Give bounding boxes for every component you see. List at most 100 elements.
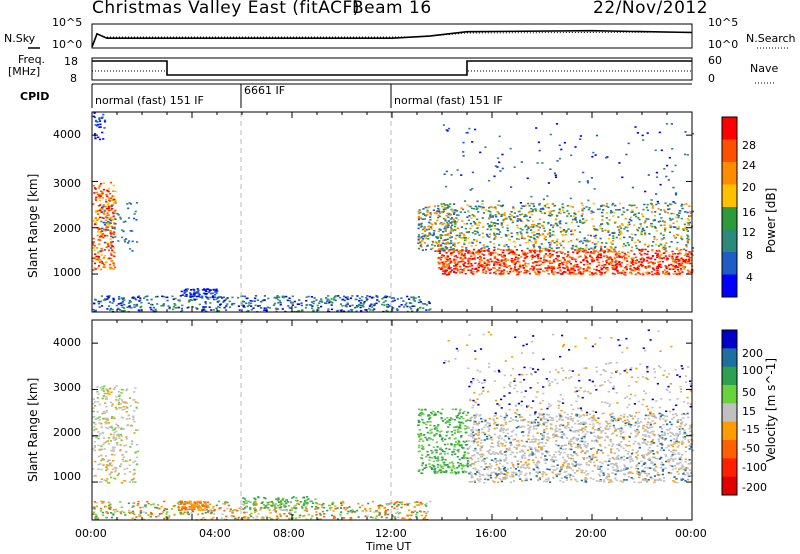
power-cell	[225, 298, 228, 300]
power-cell	[444, 234, 447, 236]
velocity-cell	[665, 446, 668, 449]
velocity-cell	[352, 510, 355, 513]
power-cell	[640, 233, 643, 236]
power-cell	[497, 233, 501, 235]
power-cell	[593, 247, 596, 249]
power-cell	[204, 306, 207, 308]
power-cell	[265, 307, 268, 309]
power-cell	[612, 235, 615, 237]
velocity-cell	[421, 418, 424, 421]
velocity-cell	[318, 512, 321, 515]
power-cell	[459, 250, 462, 252]
power-cell	[514, 266, 517, 268]
power-cell	[593, 229, 596, 231]
power-cell	[607, 231, 610, 233]
power-cell	[606, 203, 609, 205]
power-cell	[395, 308, 399, 310]
power-cell	[325, 302, 328, 305]
power-cell	[665, 259, 668, 261]
power-cell	[586, 267, 589, 270]
velocity-cell	[109, 473, 112, 475]
velocity-cell	[104, 417, 108, 420]
velocity-cell	[129, 471, 132, 473]
power-cell	[459, 265, 462, 268]
power-cell	[434, 223, 437, 225]
power-cell	[114, 212, 117, 214]
power-cell	[631, 209, 634, 212]
velocity-cell	[206, 501, 209, 504]
power-cell	[640, 261, 644, 264]
power-cell	[607, 223, 610, 225]
power-cell	[551, 262, 554, 264]
velocity-cell	[125, 460, 128, 462]
power-cell	[260, 307, 263, 309]
velocity-cell	[93, 421, 96, 424]
power-cell	[133, 296, 136, 299]
velocity-cell	[462, 465, 465, 468]
velocity-cell	[449, 466, 452, 469]
power-cell	[442, 239, 445, 242]
velocity-cell	[644, 466, 647, 469]
velocity-cell	[146, 500, 149, 503]
power-cell	[557, 272, 560, 274]
velocity-cell	[94, 474, 97, 477]
power-cell	[641, 248, 644, 251]
power-cell	[462, 263, 465, 265]
power-cell	[330, 301, 333, 303]
power-cell	[614, 204, 617, 207]
power-cell	[674, 267, 677, 270]
velocity-cell	[349, 518, 352, 520]
power-cell	[245, 302, 248, 305]
power-cell	[360, 299, 363, 302]
power-cell	[670, 268, 673, 270]
power-cell	[458, 251, 462, 253]
velocity-cell	[221, 513, 224, 515]
power-cell	[487, 268, 490, 270]
velocity-cell	[181, 501, 184, 503]
power-cell	[162, 304, 165, 307]
velocity-cell	[536, 472, 539, 475]
power-cell	[638, 218, 641, 221]
velocity-cell	[432, 460, 435, 463]
power-cell	[490, 221, 493, 224]
power-cell	[659, 220, 662, 222]
velocity-cell	[342, 517, 346, 519]
velocity-cell	[181, 506, 184, 508]
velocity-cell	[464, 420, 467, 422]
velocity-cell	[429, 424, 432, 427]
power-cell	[605, 261, 608, 264]
power-cell	[167, 305, 170, 307]
velocity-cell	[453, 432, 456, 435]
power-cell	[612, 239, 615, 242]
power-cell	[377, 300, 381, 303]
power-cell	[209, 296, 212, 299]
power-cell	[493, 246, 496, 249]
power-cell	[602, 255, 606, 257]
power-cell	[655, 171, 658, 174]
power-cell	[608, 234, 611, 236]
velocity-cell	[128, 417, 131, 420]
velocity-cell	[570, 440, 573, 443]
velocity-cell	[440, 412, 443, 415]
power-cell	[665, 266, 668, 268]
velocity-cell	[458, 426, 462, 428]
velocity-cell	[303, 503, 306, 505]
power-cell	[300, 304, 303, 307]
power-cell	[564, 253, 567, 255]
power-cell	[458, 261, 461, 263]
power-cbar-tick-24: 24	[742, 159, 756, 172]
power-cell	[203, 289, 206, 291]
power-cell	[113, 226, 116, 229]
power-cell	[93, 267, 96, 269]
velocity-cell	[422, 447, 425, 450]
power-cell	[93, 262, 97, 265]
power-cell	[508, 265, 511, 267]
power-cell	[588, 207, 591, 209]
power-cell	[658, 257, 661, 259]
power-cell	[448, 249, 451, 251]
velocity-cell	[95, 505, 98, 508]
velocity-cell	[499, 458, 502, 461]
vel-ytick-4000: 4000	[53, 336, 81, 349]
velocity-cell	[226, 507, 229, 510]
power-cell	[511, 219, 514, 222]
